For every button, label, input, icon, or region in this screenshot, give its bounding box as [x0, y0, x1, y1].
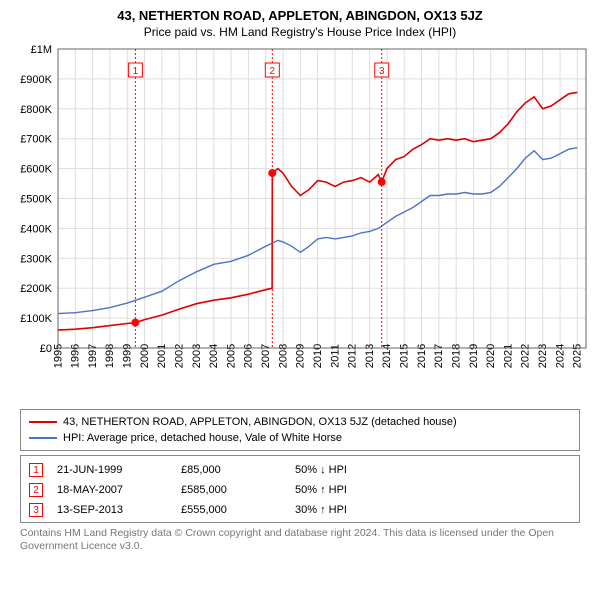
svg-text:2016: 2016: [416, 344, 428, 368]
svg-text:2003: 2003: [191, 344, 203, 368]
sale-row: 1 21-JUN-1999 £85,000 50% ↓ HPI: [29, 460, 571, 480]
sale-date: 18-MAY-2007: [57, 484, 167, 496]
svg-text:2000: 2000: [139, 344, 151, 368]
chart-svg: £0 £100K £200K £300K £400K £500K £600K £700K £80…: [10, 43, 590, 403]
sale-date: 21-JUN-1999: [57, 464, 167, 476]
svg-text:2009: 2009: [295, 344, 307, 368]
svg-text:£300K: £300K: [20, 253, 52, 265]
legend-swatch: [29, 421, 57, 423]
svg-text:2018: 2018: [450, 344, 462, 368]
sale-diff: 30% ↑ HPI: [295, 504, 405, 516]
sale-badge: 3: [29, 503, 43, 517]
svg-text:2025: 2025: [572, 344, 584, 368]
chart-figure: 43, NETHERTON ROAD, APPLETON, ABINGDON, …: [0, 0, 600, 590]
svg-text:£100K: £100K: [20, 313, 52, 325]
chart-area: £0 £100K £200K £300K £400K £500K £600K £700K £80…: [10, 43, 590, 403]
attribution-text: Contains HM Land Registry data © Crown c…: [20, 527, 580, 553]
legend-label: HPI: Average price, detached house, Vale…: [63, 432, 342, 444]
title-block: 43, NETHERTON ROAD, APPLETON, ABINGDON, …: [10, 8, 590, 39]
svg-text:2008: 2008: [277, 344, 289, 368]
sale-row: 3 13-SEP-2013 £555,000 30% ↑ HPI: [29, 500, 571, 520]
svg-text:2: 2: [270, 66, 276, 77]
svg-text:£900K: £900K: [20, 74, 52, 86]
svg-text:£800K: £800K: [20, 104, 52, 116]
svg-text:2019: 2019: [468, 344, 480, 368]
title-address: 43, NETHERTON ROAD, APPLETON, ABINGDON, …: [10, 8, 590, 23]
sale-diff: 50% ↑ HPI: [295, 484, 405, 496]
svg-text:3: 3: [379, 66, 385, 77]
svg-text:£1M: £1M: [31, 44, 52, 56]
svg-text:2006: 2006: [243, 344, 255, 368]
svg-text:2002: 2002: [173, 344, 185, 368]
svg-text:1998: 1998: [104, 344, 116, 368]
legend-swatch: [29, 437, 57, 439]
svg-text:2004: 2004: [208, 344, 220, 368]
sale-date: 13-SEP-2013: [57, 504, 167, 516]
svg-text:£0: £0: [40, 343, 52, 355]
sales-table: 1 21-JUN-1999 £85,000 50% ↓ HPI 2 18-MAY-2007…: [20, 455, 580, 523]
sale-price: £585,000: [181, 484, 281, 496]
sale-badge: 1: [29, 463, 43, 477]
svg-text:£700K: £700K: [20, 134, 52, 146]
svg-text:2001: 2001: [156, 344, 168, 368]
svg-text:2023: 2023: [537, 344, 549, 368]
sale-row: 2 18-MAY-2007 £585,000 50% ↑ HPI: [29, 480, 571, 500]
svg-text:1996: 1996: [70, 344, 82, 368]
svg-text:1: 1: [133, 66, 139, 77]
svg-text:2007: 2007: [260, 344, 272, 368]
sale-price: £555,000: [181, 504, 281, 516]
svg-text:2012: 2012: [347, 344, 359, 368]
svg-text:1997: 1997: [87, 344, 99, 368]
svg-text:1999: 1999: [122, 344, 134, 368]
legend-box: 43, NETHERTON ROAD, APPLETON, ABINGDON, …: [20, 409, 580, 451]
svg-text:2005: 2005: [225, 344, 237, 368]
sale-badge: 2: [29, 483, 43, 497]
sale-price: £85,000: [181, 464, 281, 476]
svg-text:2024: 2024: [554, 344, 566, 368]
sale-diff: 50% ↓ HPI: [295, 464, 405, 476]
legend-item: 43, NETHERTON ROAD, APPLETON, ABINGDON, …: [29, 414, 571, 430]
legend-item: HPI: Average price, detached house, Vale…: [29, 430, 571, 446]
svg-text:2013: 2013: [364, 344, 376, 368]
svg-text:£500K: £500K: [20, 194, 52, 206]
svg-text:2017: 2017: [433, 344, 445, 368]
legend-label: 43, NETHERTON ROAD, APPLETON, ABINGDON, …: [63, 416, 457, 428]
svg-text:2020: 2020: [485, 344, 497, 368]
svg-text:£600K: £600K: [20, 164, 52, 176]
svg-text:2014: 2014: [381, 344, 393, 368]
svg-text:£200K: £200K: [20, 283, 52, 295]
svg-text:2021: 2021: [502, 344, 514, 368]
title-subtitle: Price paid vs. HM Land Registry's House …: [10, 25, 590, 39]
svg-text:2022: 2022: [520, 344, 532, 368]
svg-text:2010: 2010: [312, 344, 324, 368]
svg-text:2015: 2015: [399, 344, 411, 368]
svg-text:£400K: £400K: [20, 223, 52, 235]
